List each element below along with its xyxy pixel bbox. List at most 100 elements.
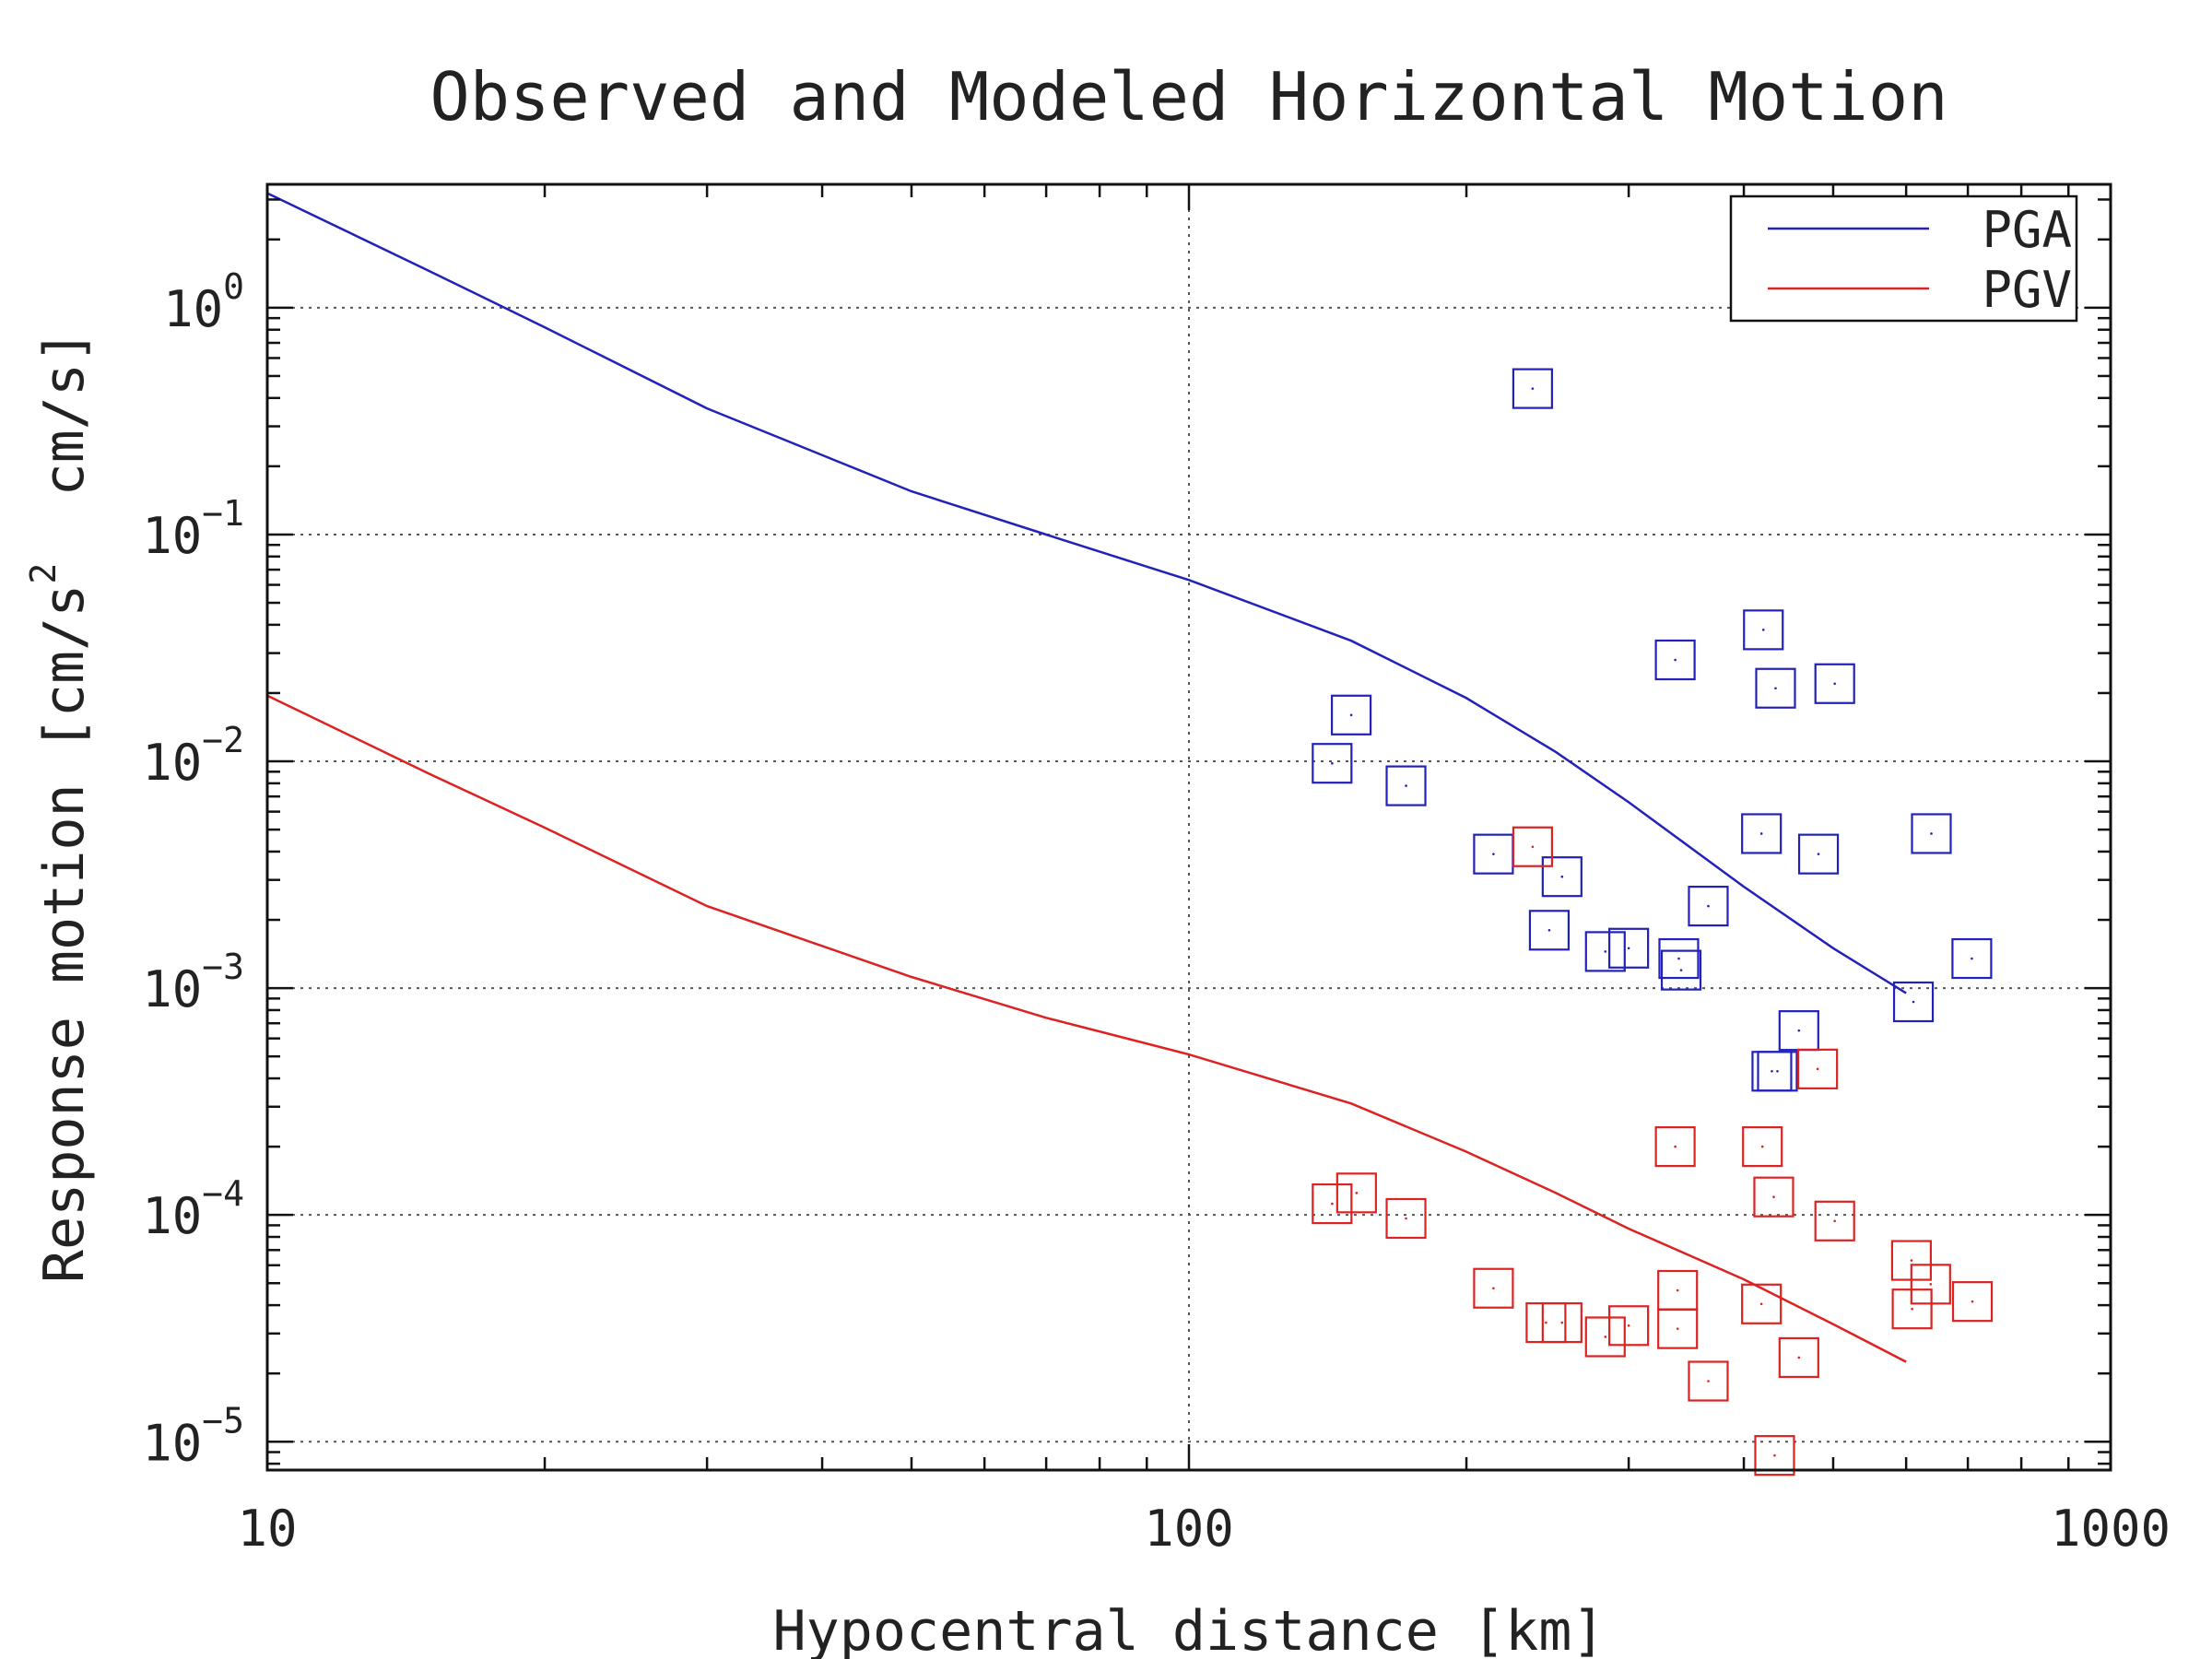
pgv-observed-point-center [1910, 1259, 1913, 1262]
pgv-observed-point-center [1676, 1327, 1679, 1330]
pga-observed-point-center [1817, 853, 1820, 855]
y-tick-label-exponent: −3 [202, 947, 244, 987]
pga-observed-point-center [1492, 853, 1495, 855]
y-tick-label-base: 10 [142, 960, 202, 1018]
y-tick-label-base: 10 [142, 734, 202, 792]
y-tick-label-exponent: −2 [202, 720, 244, 760]
pga-observed-point-center [1677, 957, 1680, 960]
observed-points [1312, 368, 1994, 1477]
pga-observed-point [1658, 937, 1700, 980]
pgv-observed-point-center [1627, 1324, 1630, 1327]
pgv-observed-point-center [1545, 1321, 1547, 1324]
pga-observed-point-center [1331, 761, 1334, 765]
pgv-observed-point-center [1911, 1307, 1913, 1311]
pga-observed-point [1528, 910, 1571, 951]
pgv-observed-point [1654, 1126, 1696, 1168]
pgv-observed-point [1608, 1305, 1650, 1347]
legend-label-pga: PGA [1982, 201, 2072, 259]
pga-observed-point [1757, 1051, 1798, 1092]
model-lines [266, 192, 1907, 1363]
y-tick-label-base: 10 [142, 507, 202, 565]
y-tick-label: 100 [163, 266, 244, 338]
pga-observed-point-center [1759, 832, 1763, 835]
pgv-observed-point [1754, 1435, 1795, 1477]
x-tick-label: 100 [1144, 1500, 1234, 1558]
legend-label-pgv: PGV [1982, 261, 2072, 319]
y-axis-label: Response motion [cm/s2 cm/s] [23, 330, 97, 1283]
pgv-observed-point [1541, 1301, 1583, 1344]
y-tick-label: 10−5 [142, 1400, 244, 1472]
pga-observed-point [1385, 765, 1427, 806]
pgv-observed-point-center [1676, 1288, 1679, 1292]
pga-observed-point-center [1547, 928, 1551, 932]
pgv-observed-point-center [1531, 845, 1535, 849]
pga-observed-point-center [1604, 950, 1607, 953]
pgv-observed-point [1797, 1048, 1839, 1089]
pgv-observed-point-center [1674, 1145, 1677, 1148]
pga-observed-point-center [1707, 904, 1710, 908]
y-tick-label-exponent: 0 [223, 266, 244, 307]
pgv-observed-point [1753, 1176, 1794, 1218]
pga-observed-point-center [1774, 687, 1777, 690]
pga-observed-point [1951, 937, 1993, 980]
pgv-observed-point-center [1816, 1067, 1819, 1071]
pgv-observed-point [1584, 1316, 1626, 1358]
pgv-observed-point [1657, 1308, 1699, 1349]
pgv-observed-point-center [1760, 1145, 1764, 1148]
pga-observed-point-center [1349, 713, 1353, 717]
pgv-observed-point [1312, 1182, 1353, 1225]
pga-observed-point [1741, 813, 1783, 854]
pga-observed-point [1911, 813, 1952, 854]
y-tick-label-exponent: −1 [202, 493, 244, 534]
pgv-observed-point-center [1772, 1195, 1775, 1198]
y-tick-label-exponent: −4 [202, 1173, 244, 1214]
pga-observed-point [1541, 856, 1583, 898]
pga-model-line [266, 192, 1907, 994]
pga-observed-point [1797, 833, 1840, 875]
y-tick-label-base: 10 [163, 280, 223, 338]
pgv-observed-point [1910, 1264, 1951, 1305]
y-tick-label-base: 10 [142, 1414, 202, 1472]
pga-observed-point-center [1930, 832, 1933, 835]
pgv-observed-point-center [1604, 1335, 1607, 1338]
pgv-observed-point [1814, 1200, 1855, 1241]
pgv-observed-point [1335, 1172, 1377, 1214]
y-axis-label-superscript: 2 [23, 563, 64, 584]
y-axis-label-suffix: cm/s] [32, 330, 97, 563]
pga-observed-point [1512, 368, 1554, 409]
pgv-observed-point [1741, 1283, 1783, 1324]
pga-observed-point-center [1627, 947, 1630, 950]
pga-observed-point-center [1531, 387, 1535, 390]
y-tick-label: 10−4 [142, 1173, 244, 1245]
pga-observed-point [1814, 663, 1855, 704]
pga-observed-point-center [1833, 682, 1837, 686]
pgv-observed-point-center [1759, 1302, 1763, 1306]
pga-observed-point-center [1679, 969, 1683, 971]
x-tick-label: 1000 [2051, 1500, 2171, 1558]
pgv-observed-point-center [1797, 1356, 1801, 1359]
y-tick-label-base: 10 [142, 1187, 202, 1245]
pga-observed-point [1660, 949, 1702, 991]
pga-observed-point [1584, 931, 1626, 972]
x-tick-label: 10 [237, 1500, 297, 1558]
pgv-observed-point-center [1492, 1287, 1495, 1290]
pga-observed-point [1755, 667, 1796, 709]
pgv-observed-point [1385, 1197, 1427, 1240]
pga-observed-point [1743, 609, 1784, 651]
pgv-observed-point [1742, 1126, 1783, 1168]
pgv-observed-point [1951, 1281, 1994, 1323]
pgv-observed-point-center [1833, 1219, 1837, 1223]
pgv-observed-point-center [1405, 1217, 1407, 1220]
y-tick-label: 10−2 [142, 720, 244, 792]
plot-frame [265, 182, 2112, 1472]
y-tick-label-exponent: −5 [202, 1400, 244, 1441]
pgv-model-line [266, 694, 1907, 1363]
pgv-observed-point [1512, 826, 1554, 867]
pga-observed-point-center [1912, 1000, 1915, 1004]
pgv-observed-point-center [1773, 1453, 1776, 1457]
pgv-observed-point-center [1707, 1380, 1710, 1382]
pga-observed-point-center [1776, 1070, 1779, 1073]
pga-observed-point-center [1771, 1070, 1773, 1073]
